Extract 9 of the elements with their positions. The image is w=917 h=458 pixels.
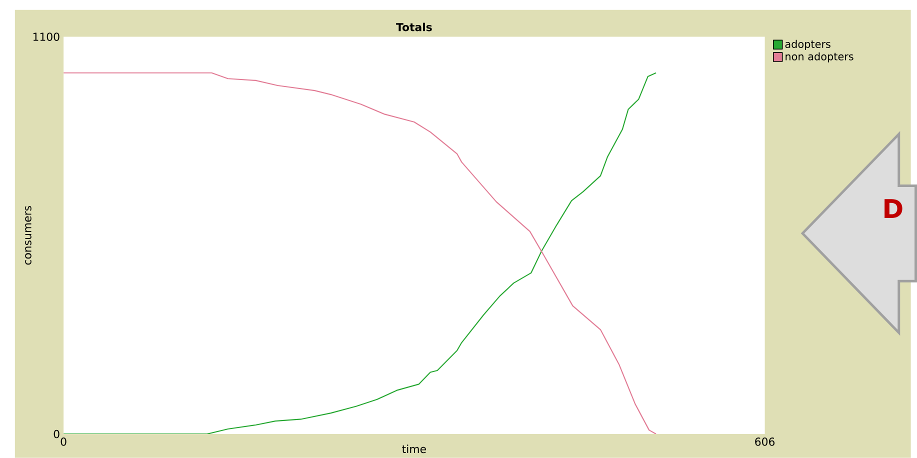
line-series	[64, 72, 657, 434]
x-axis-title: time	[402, 444, 426, 454]
text: D	[884, 199, 902, 218]
legend-label: adopters	[785, 40, 830, 50]
x-tick-label: 606	[755, 438, 775, 446]
legend-label: non adopters	[786, 52, 854, 62]
chart-title: Totals	[396, 22, 432, 32]
y-tick-label: 1100	[33, 32, 60, 41]
y-axis-title: consumers	[25, 206, 32, 265]
